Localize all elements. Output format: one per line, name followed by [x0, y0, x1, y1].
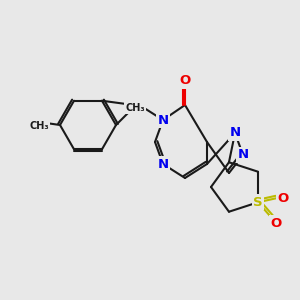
Text: CH₃: CH₃	[125, 103, 145, 113]
Text: O: O	[270, 217, 282, 230]
Text: S: S	[253, 196, 263, 209]
Text: N: N	[237, 148, 249, 161]
Text: N: N	[158, 113, 169, 127]
Text: O: O	[278, 192, 289, 205]
Text: N: N	[230, 127, 241, 140]
Text: N: N	[158, 158, 169, 170]
Text: CH₃: CH₃	[29, 121, 49, 131]
Text: O: O	[179, 74, 191, 88]
